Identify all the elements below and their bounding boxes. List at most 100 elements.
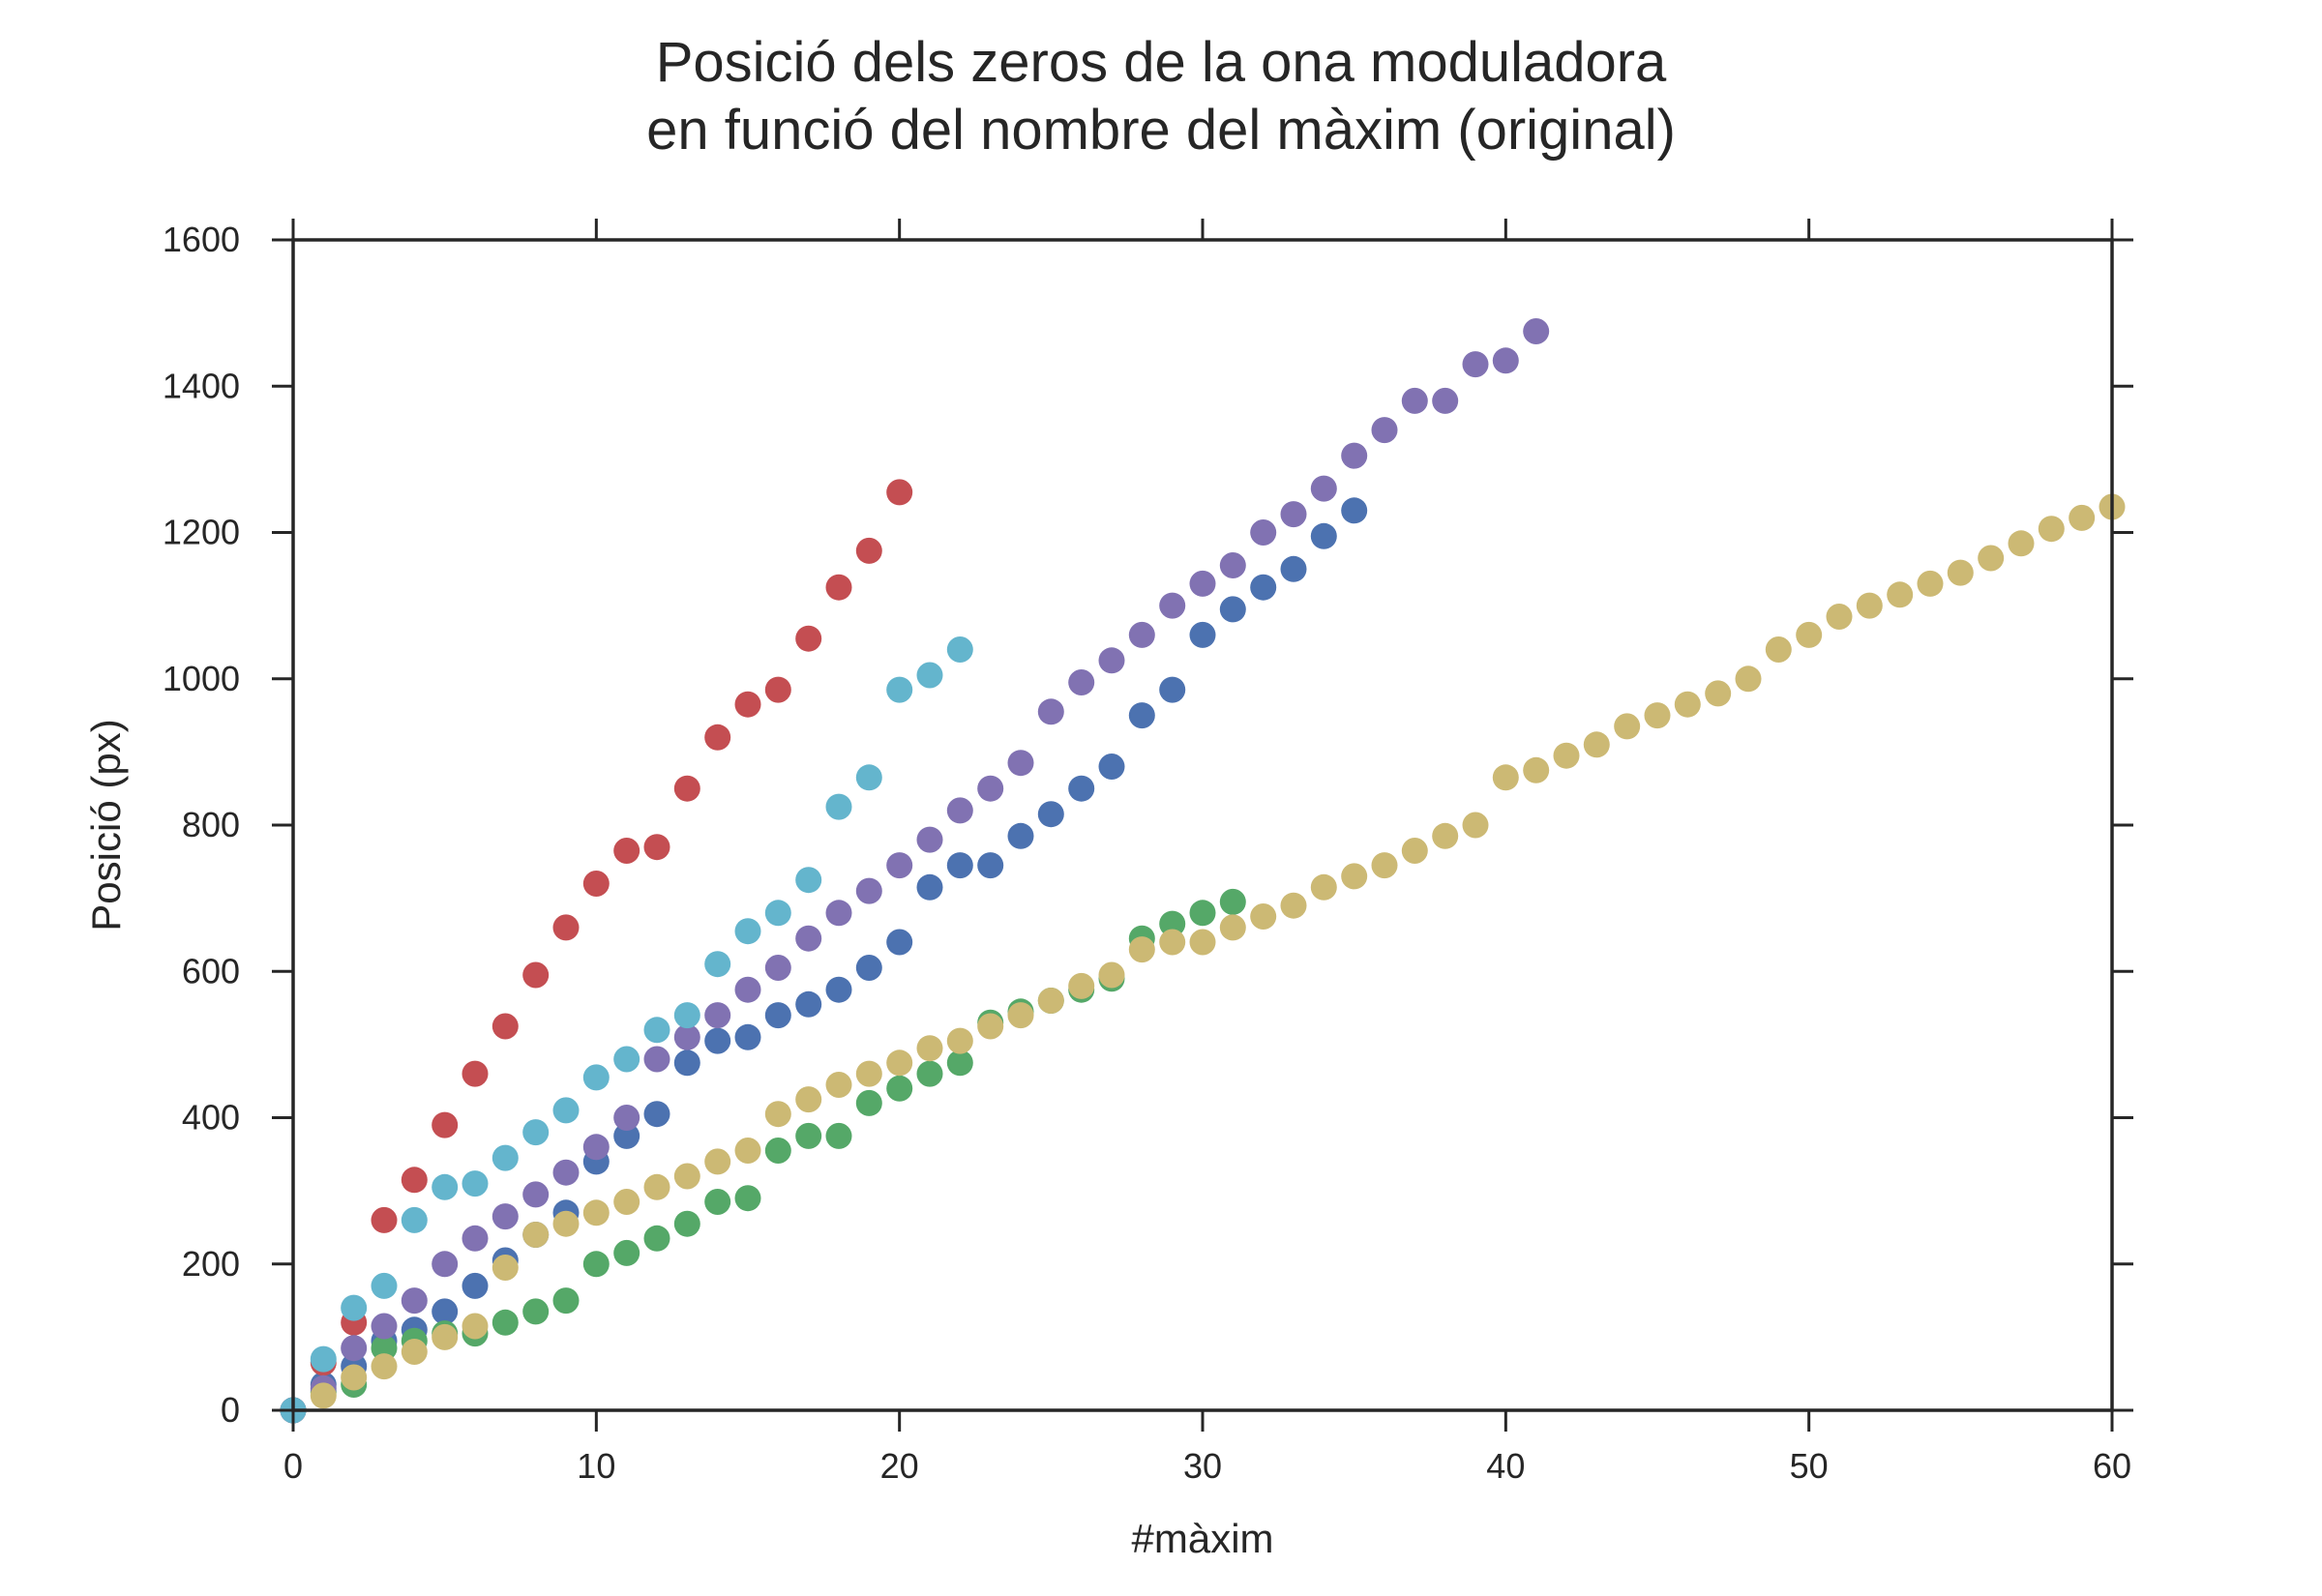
x-axis-label: #màxim bbox=[1131, 1516, 1273, 1561]
series-1 bbox=[280, 497, 1368, 1424]
data-point bbox=[1250, 519, 1277, 546]
data-point bbox=[461, 1272, 489, 1299]
data-point bbox=[977, 1013, 1004, 1040]
data-point bbox=[916, 662, 943, 689]
data-point bbox=[1432, 387, 1459, 414]
data-point bbox=[1037, 988, 1064, 1014]
data-point bbox=[2008, 530, 2035, 557]
data-point bbox=[1523, 756, 1550, 783]
y-tick-label: 600 bbox=[182, 951, 240, 990]
series-5 bbox=[280, 636, 973, 1424]
chart-title: Posició dels zeros de la ona moduladora … bbox=[0, 29, 2322, 164]
data-point bbox=[1310, 475, 1337, 502]
data-point bbox=[613, 1105, 640, 1131]
data-point bbox=[1007, 750, 1034, 777]
data-point bbox=[1128, 621, 1155, 648]
data-point bbox=[643, 1101, 670, 1128]
data-point bbox=[613, 1239, 640, 1266]
data-point bbox=[1159, 592, 1186, 619]
data-point bbox=[795, 1122, 822, 1149]
data-point bbox=[946, 1027, 973, 1054]
data-point bbox=[613, 1122, 640, 1149]
y-tick-label: 1200 bbox=[163, 513, 240, 552]
chart-title-line-2: en funció del nombre del màxim (original… bbox=[646, 99, 1676, 162]
data-point bbox=[2069, 504, 2096, 531]
data-point bbox=[1219, 552, 1246, 578]
data-point bbox=[825, 793, 852, 820]
data-point bbox=[1735, 665, 1762, 693]
data-point bbox=[1432, 822, 1459, 849]
data-point bbox=[1007, 822, 1034, 849]
data-point bbox=[401, 1287, 428, 1315]
x-tick-label: 50 bbox=[1790, 1446, 1829, 1486]
series-3 bbox=[280, 479, 913, 1424]
data-point bbox=[916, 1035, 943, 1062]
data-point bbox=[855, 537, 882, 564]
data-point bbox=[795, 1086, 822, 1113]
data-point bbox=[2038, 516, 2065, 543]
data-point bbox=[1219, 914, 1246, 941]
data-point bbox=[1887, 581, 1914, 608]
data-point bbox=[764, 900, 791, 927]
data-point bbox=[1310, 522, 1337, 549]
data-point bbox=[855, 764, 882, 791]
data-point bbox=[734, 1138, 761, 1164]
y-axis-label: Posició (px) bbox=[83, 719, 129, 931]
data-point bbox=[1250, 903, 1277, 930]
data-point bbox=[673, 775, 700, 802]
data-point bbox=[1978, 545, 2005, 572]
series-6 bbox=[310, 493, 2126, 1409]
data-point bbox=[764, 955, 791, 981]
data-point bbox=[643, 1046, 670, 1073]
data-point bbox=[371, 1272, 398, 1299]
data-point bbox=[371, 1206, 398, 1233]
data-point bbox=[1462, 812, 1489, 839]
data-point bbox=[461, 1170, 489, 1197]
data-point bbox=[1189, 570, 1216, 597]
data-point bbox=[432, 1251, 459, 1278]
data-point bbox=[461, 1225, 489, 1252]
y-tick-label: 1000 bbox=[163, 659, 240, 698]
data-point bbox=[1280, 555, 1307, 582]
data-point bbox=[825, 976, 852, 1003]
points-layer bbox=[280, 318, 2126, 1424]
data-point bbox=[582, 1134, 610, 1161]
data-point bbox=[1098, 647, 1125, 674]
data-point bbox=[764, 1002, 791, 1029]
data-point bbox=[461, 1060, 489, 1087]
data-point bbox=[734, 691, 761, 718]
data-point bbox=[1068, 972, 1095, 999]
data-point bbox=[1401, 838, 1428, 864]
data-point bbox=[855, 1089, 882, 1116]
data-point bbox=[977, 775, 1004, 802]
axis-ticks: 0 10 20 30 40 50 60020040060080010001200140016… bbox=[163, 219, 2133, 1486]
data-point bbox=[643, 1225, 670, 1252]
data-point bbox=[886, 676, 913, 703]
data-point bbox=[643, 1173, 670, 1200]
data-point bbox=[946, 852, 973, 879]
data-point bbox=[371, 1353, 398, 1380]
data-point bbox=[1492, 347, 1519, 374]
data-point bbox=[946, 636, 973, 663]
data-point bbox=[825, 1122, 852, 1149]
data-point bbox=[522, 1222, 550, 1248]
data-point bbox=[491, 1144, 519, 1171]
data-point bbox=[341, 1335, 368, 1362]
data-point bbox=[916, 1060, 943, 1087]
data-point bbox=[704, 1027, 731, 1054]
data-point bbox=[643, 834, 670, 861]
data-point bbox=[704, 724, 731, 751]
x-tick-label: 30 bbox=[1183, 1446, 1222, 1486]
data-point bbox=[522, 961, 550, 989]
data-point bbox=[1189, 900, 1216, 927]
data-point bbox=[795, 867, 822, 894]
data-point bbox=[401, 1167, 428, 1194]
data-point bbox=[673, 1049, 700, 1077]
data-point bbox=[764, 1138, 791, 1164]
data-point bbox=[1128, 936, 1155, 963]
data-point bbox=[1371, 417, 1398, 444]
data-point bbox=[1401, 387, 1428, 414]
data-point bbox=[582, 871, 610, 897]
data-point bbox=[916, 826, 943, 853]
